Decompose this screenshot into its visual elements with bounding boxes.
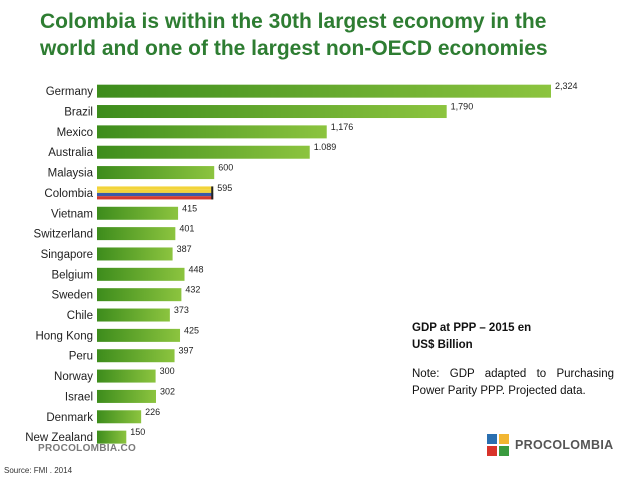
category-label: Belgium [51, 269, 93, 281]
category-label: Singapore [41, 249, 93, 261]
category-label: Hong Kong [35, 330, 93, 342]
value-label: 387 [177, 244, 192, 254]
bar [97, 227, 176, 241]
value-label: 373 [174, 305, 189, 315]
category-label: Mexico [57, 127, 93, 139]
category-label: Norway [54, 371, 93, 383]
bar [97, 105, 447, 119]
bar [97, 389, 156, 403]
value-label: 150 [130, 427, 145, 437]
value-label: 448 [189, 264, 204, 274]
category-label: Australia [48, 147, 93, 159]
bar [97, 206, 179, 220]
chart-title: Colombia is within the 30th largest econ… [40, 10, 548, 60]
value-label: 600 [218, 163, 233, 173]
value-label: 1,790 [451, 102, 474, 112]
bar-end-cap [211, 186, 214, 200]
category-label: Sweden [51, 290, 93, 302]
source-note: Source: FMI . 2014 [4, 466, 73, 475]
category-label: New Zealand [25, 432, 93, 444]
bar [97, 267, 185, 281]
value-label: 401 [179, 224, 194, 234]
value-label: 425 [184, 325, 199, 335]
value-label: 300 [160, 366, 175, 376]
note-text: Note: GDP adapted to Purchasing Power Pa… [412, 368, 614, 397]
flag-stripe [97, 196, 214, 200]
bar [97, 125, 327, 139]
bar [97, 166, 215, 180]
bar [97, 369, 156, 383]
category-label: Peru [69, 351, 93, 363]
value-label: 595 [217, 183, 232, 193]
category-label: Germany [46, 86, 94, 98]
bar [97, 328, 181, 342]
bar [97, 308, 170, 322]
flag-stripe [97, 192, 214, 197]
flag-stripe [97, 189, 214, 193]
procolombia-cube-icon [487, 434, 509, 456]
value-label: 302 [160, 386, 175, 396]
category-label: Chile [67, 310, 93, 322]
value-label: 226 [145, 407, 160, 417]
procolombia-logo-text: PROCOLOMBIA [515, 438, 614, 452]
value-label: 2,324 [555, 81, 578, 91]
category-label: Vietnam [51, 208, 93, 220]
bar [97, 247, 173, 261]
flag-stripe [97, 186, 214, 190]
value-label: 1,176 [331, 122, 354, 132]
category-label: Israel [65, 391, 93, 403]
value-label: 1.089 [314, 142, 337, 152]
procolombia-logo: PROCOLOMBIA [487, 434, 613, 456]
bar [97, 349, 175, 363]
note-box: GDP at PPP – 2015 en US$ Billion Note: G… [412, 320, 614, 400]
procolombia-co-logo: PROCOLOMBIA.CO [38, 443, 137, 454]
bar [97, 288, 182, 302]
gdp-title-line1: GDP at PPP – 2015 en [412, 322, 532, 334]
gdp-title-line2: US$ Billion [412, 339, 473, 351]
category-label: Colombia [44, 188, 93, 200]
value-label: 415 [182, 203, 197, 213]
bar [97, 145, 310, 159]
bar [97, 84, 551, 98]
category-label: Denmark [46, 412, 93, 424]
value-label: 432 [185, 285, 200, 295]
bar [97, 430, 127, 444]
value-label: 397 [179, 346, 194, 356]
gdp-legend-title: GDP at PPP – 2015 en US$ Billion [412, 320, 614, 354]
category-label: Switzerland [34, 229, 93, 241]
category-label: Malaysia [48, 168, 94, 180]
bar [97, 410, 142, 424]
bar-colombia [97, 186, 214, 200]
category-label: Brazil [64, 107, 93, 119]
